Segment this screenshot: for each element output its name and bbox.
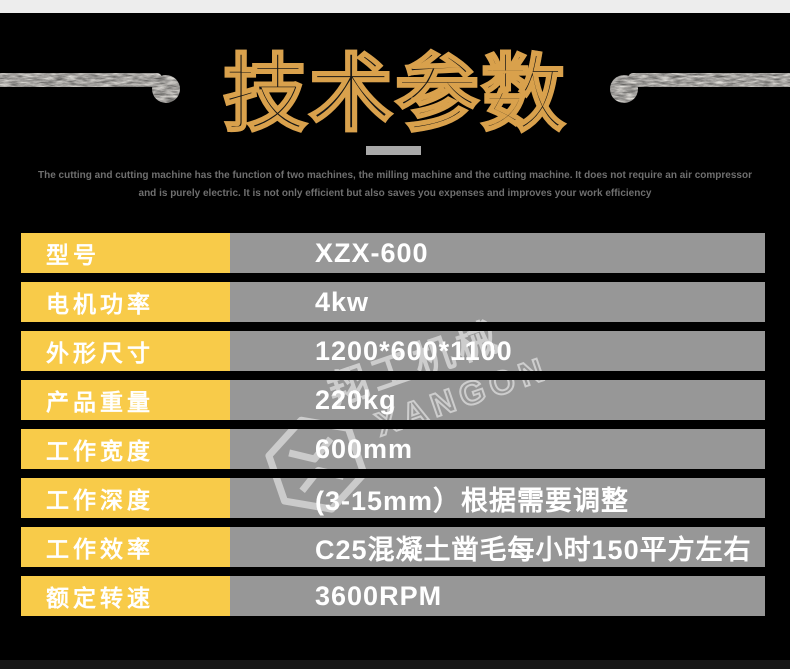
spec-label: 型号	[21, 233, 230, 273]
spec-label: 工作深度	[21, 478, 230, 518]
description-text: The cutting and cutting machine has the …	[0, 167, 790, 203]
spec-label: 外形尺寸	[21, 331, 230, 371]
spec-value: 220kg	[230, 380, 765, 420]
spec-label: 额定转速	[21, 576, 230, 616]
table-row: 外形尺寸 1200*600*1100	[21, 331, 765, 371]
table-row: 产品重量 220kg	[21, 380, 765, 420]
table-row: 工作宽度 600mm	[21, 429, 765, 469]
top-strip	[0, 0, 790, 13]
spec-table: 型号 XZX-600 电机功率 4kw 外形尺寸 1200*600*1100 产…	[21, 233, 765, 625]
description-line-1: The cutting and cutting machine has the …	[38, 170, 752, 181]
spec-value: (3-15mm）根据需要调整	[230, 478, 765, 518]
description-line-2: and is purely electric. It is not only e…	[138, 188, 652, 199]
spec-value: 3600RPM	[230, 576, 765, 616]
stone-pipe-left-icon	[0, 73, 180, 103]
spec-label: 产品重量	[21, 380, 230, 420]
spec-value: 4kw	[230, 282, 765, 322]
table-row: 额定转速 3600RPM	[21, 576, 765, 616]
spec-value: 600mm	[230, 429, 765, 469]
table-row: 电机功率 4kw	[21, 282, 765, 322]
table-row: 型号 XZX-600	[21, 233, 765, 273]
spec-value: XZX-600	[230, 233, 765, 273]
title-divider	[366, 146, 421, 155]
stone-pipe-right-icon	[610, 73, 790, 103]
spec-label: 电机功率	[21, 282, 230, 322]
spec-value: 1200*600*1100	[230, 331, 765, 371]
table-row: 工作效率 C25混凝土凿毛每小时150平方左右	[21, 527, 765, 567]
spec-label: 工作效率	[21, 527, 230, 567]
spec-label: 工作宽度	[21, 429, 230, 469]
bottom-strip	[0, 660, 790, 669]
page-title: 技术参数	[0, 46, 790, 143]
table-row: 工作深度 (3-15mm）根据需要调整	[21, 478, 765, 518]
spec-value: C25混凝土凿毛每小时150平方左右	[230, 527, 765, 567]
